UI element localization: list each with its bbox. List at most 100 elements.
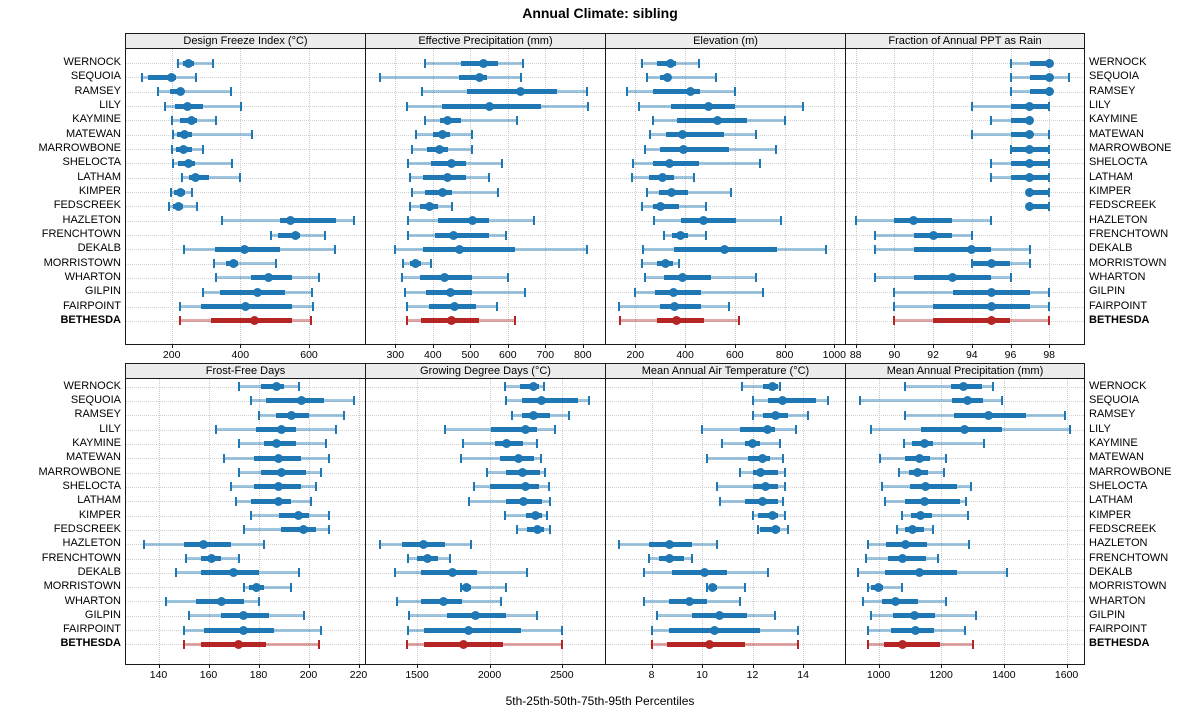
- whisker-range: [859, 399, 1003, 403]
- whisker-range: [742, 385, 781, 388]
- whisker-cap: [181, 173, 183, 183]
- interquartile-bar: [660, 304, 702, 310]
- whisker-cap: [168, 201, 171, 211]
- whisker-cap: [645, 187, 648, 197]
- whisker-range: [902, 514, 968, 517]
- median-dot: [439, 273, 449, 283]
- whisker-cap: [738, 468, 741, 477]
- median-dot: [909, 216, 919, 226]
- median-dot: [438, 187, 448, 197]
- row-gridline: [846, 77, 1084, 79]
- whisker-cap: [191, 187, 194, 197]
- median-dot: [229, 568, 238, 578]
- median-dot: [986, 287, 996, 297]
- gridline-vertical: [507, 49, 509, 344]
- median-dot: [434, 144, 444, 154]
- whisker-cap: [179, 316, 182, 326]
- whisker-cap: [211, 58, 214, 68]
- row-label-right-frenchtown: FRENCHTOWN: [1089, 228, 1169, 240]
- whisker-cap: [718, 496, 721, 506]
- axis-tick-label: 1400: [992, 669, 1016, 681]
- whisker-cap: [516, 525, 518, 535]
- median-dot: [768, 382, 778, 391]
- gridline-vertical: [685, 49, 687, 344]
- whisker-cap: [450, 201, 453, 211]
- whisker-cap: [407, 625, 410, 635]
- median-dot: [251, 582, 261, 592]
- median-dot: [286, 410, 296, 420]
- whisker-cap: [533, 216, 535, 226]
- median-dot: [274, 453, 283, 463]
- axis-tick-label: 98: [1043, 349, 1056, 361]
- axis-tick: [489, 664, 491, 668]
- whisker-cap: [544, 468, 547, 477]
- whisker-cap: [779, 216, 782, 226]
- whisker-cap: [784, 511, 787, 520]
- whisker-cap: [807, 410, 810, 420]
- row-gridline: [606, 320, 845, 322]
- whisker-cap: [766, 568, 769, 578]
- median-dot: [186, 115, 196, 125]
- whisker-range: [172, 133, 252, 137]
- interquartile-bar: [251, 498, 291, 504]
- whisker-cap: [943, 468, 946, 477]
- interquartile-bar: [490, 427, 537, 432]
- whisker-cap: [342, 410, 345, 420]
- row-label-left-marrowbone: MARROWBONE: [38, 142, 122, 154]
- median-dot: [704, 101, 714, 111]
- gridline-vertical: [702, 379, 703, 664]
- whisker-cap: [1048, 130, 1051, 140]
- interquartile-bar: [655, 289, 701, 295]
- whisker-cap: [444, 425, 447, 434]
- row-gridline: [126, 515, 365, 517]
- whisker-cap: [297, 568, 300, 578]
- axis-tick: [803, 664, 805, 668]
- axis-tick: [240, 344, 242, 348]
- whisker-cap: [379, 72, 382, 82]
- whisker-cap: [741, 382, 744, 391]
- whisker-cap: [904, 410, 907, 420]
- axis-tick: [1010, 344, 1012, 348]
- interquartile-bar: [438, 218, 489, 224]
- median-dot: [179, 130, 189, 140]
- gridline-vertical: [894, 49, 896, 344]
- whisker-cap: [459, 453, 462, 463]
- row-gridline: [366, 486, 605, 488]
- whisker-cap: [409, 173, 412, 183]
- median-dot: [667, 187, 677, 197]
- median-dot: [916, 511, 926, 520]
- whisker-cap: [781, 496, 784, 506]
- whisker-cap: [902, 439, 905, 449]
- whisker-cap: [521, 58, 524, 68]
- whisker-cap: [448, 554, 451, 563]
- gridline-vertical: [309, 49, 310, 344]
- row-gridline: [366, 277, 605, 279]
- row-label-left-shelocta: SHELOCTA: [62, 156, 121, 169]
- row-gridline: [846, 501, 1084, 503]
- row-label-right-kimper: KIMPER: [1089, 508, 1132, 521]
- whisker-cap: [970, 230, 973, 240]
- interquartile-bar: [522, 398, 578, 404]
- row-gridline: [606, 529, 845, 531]
- row-label-left-ramsey: RAMSEY: [74, 408, 121, 421]
- median-dot: [1044, 72, 1054, 82]
- whisker-cap: [424, 58, 427, 68]
- gridline-vertical: [561, 379, 563, 664]
- row-label-right-wernock: WERNOCK: [1089, 56, 1147, 68]
- median-dot: [665, 58, 675, 68]
- row-gridline: [606, 515, 845, 517]
- axis-tick: [855, 344, 857, 348]
- axis-tick-label: 12: [746, 669, 759, 681]
- whisker-cap: [170, 187, 172, 197]
- row-gridline: [366, 515, 605, 517]
- axis-tick-label: 220: [349, 669, 368, 681]
- panel-mean-annual-air-temperature-c: 8 10 12 14: [605, 378, 845, 681]
- row-label-right-gilpin: GILPIN: [1089, 608, 1126, 621]
- interquartile-bar: [660, 146, 729, 152]
- whisker-range: [380, 75, 521, 79]
- whisker-cap: [587, 396, 590, 406]
- median-dot: [448, 568, 457, 578]
- axis-tick: [308, 664, 310, 668]
- axis-tick-label: 200: [626, 349, 645, 361]
- whisker-cap: [270, 230, 273, 240]
